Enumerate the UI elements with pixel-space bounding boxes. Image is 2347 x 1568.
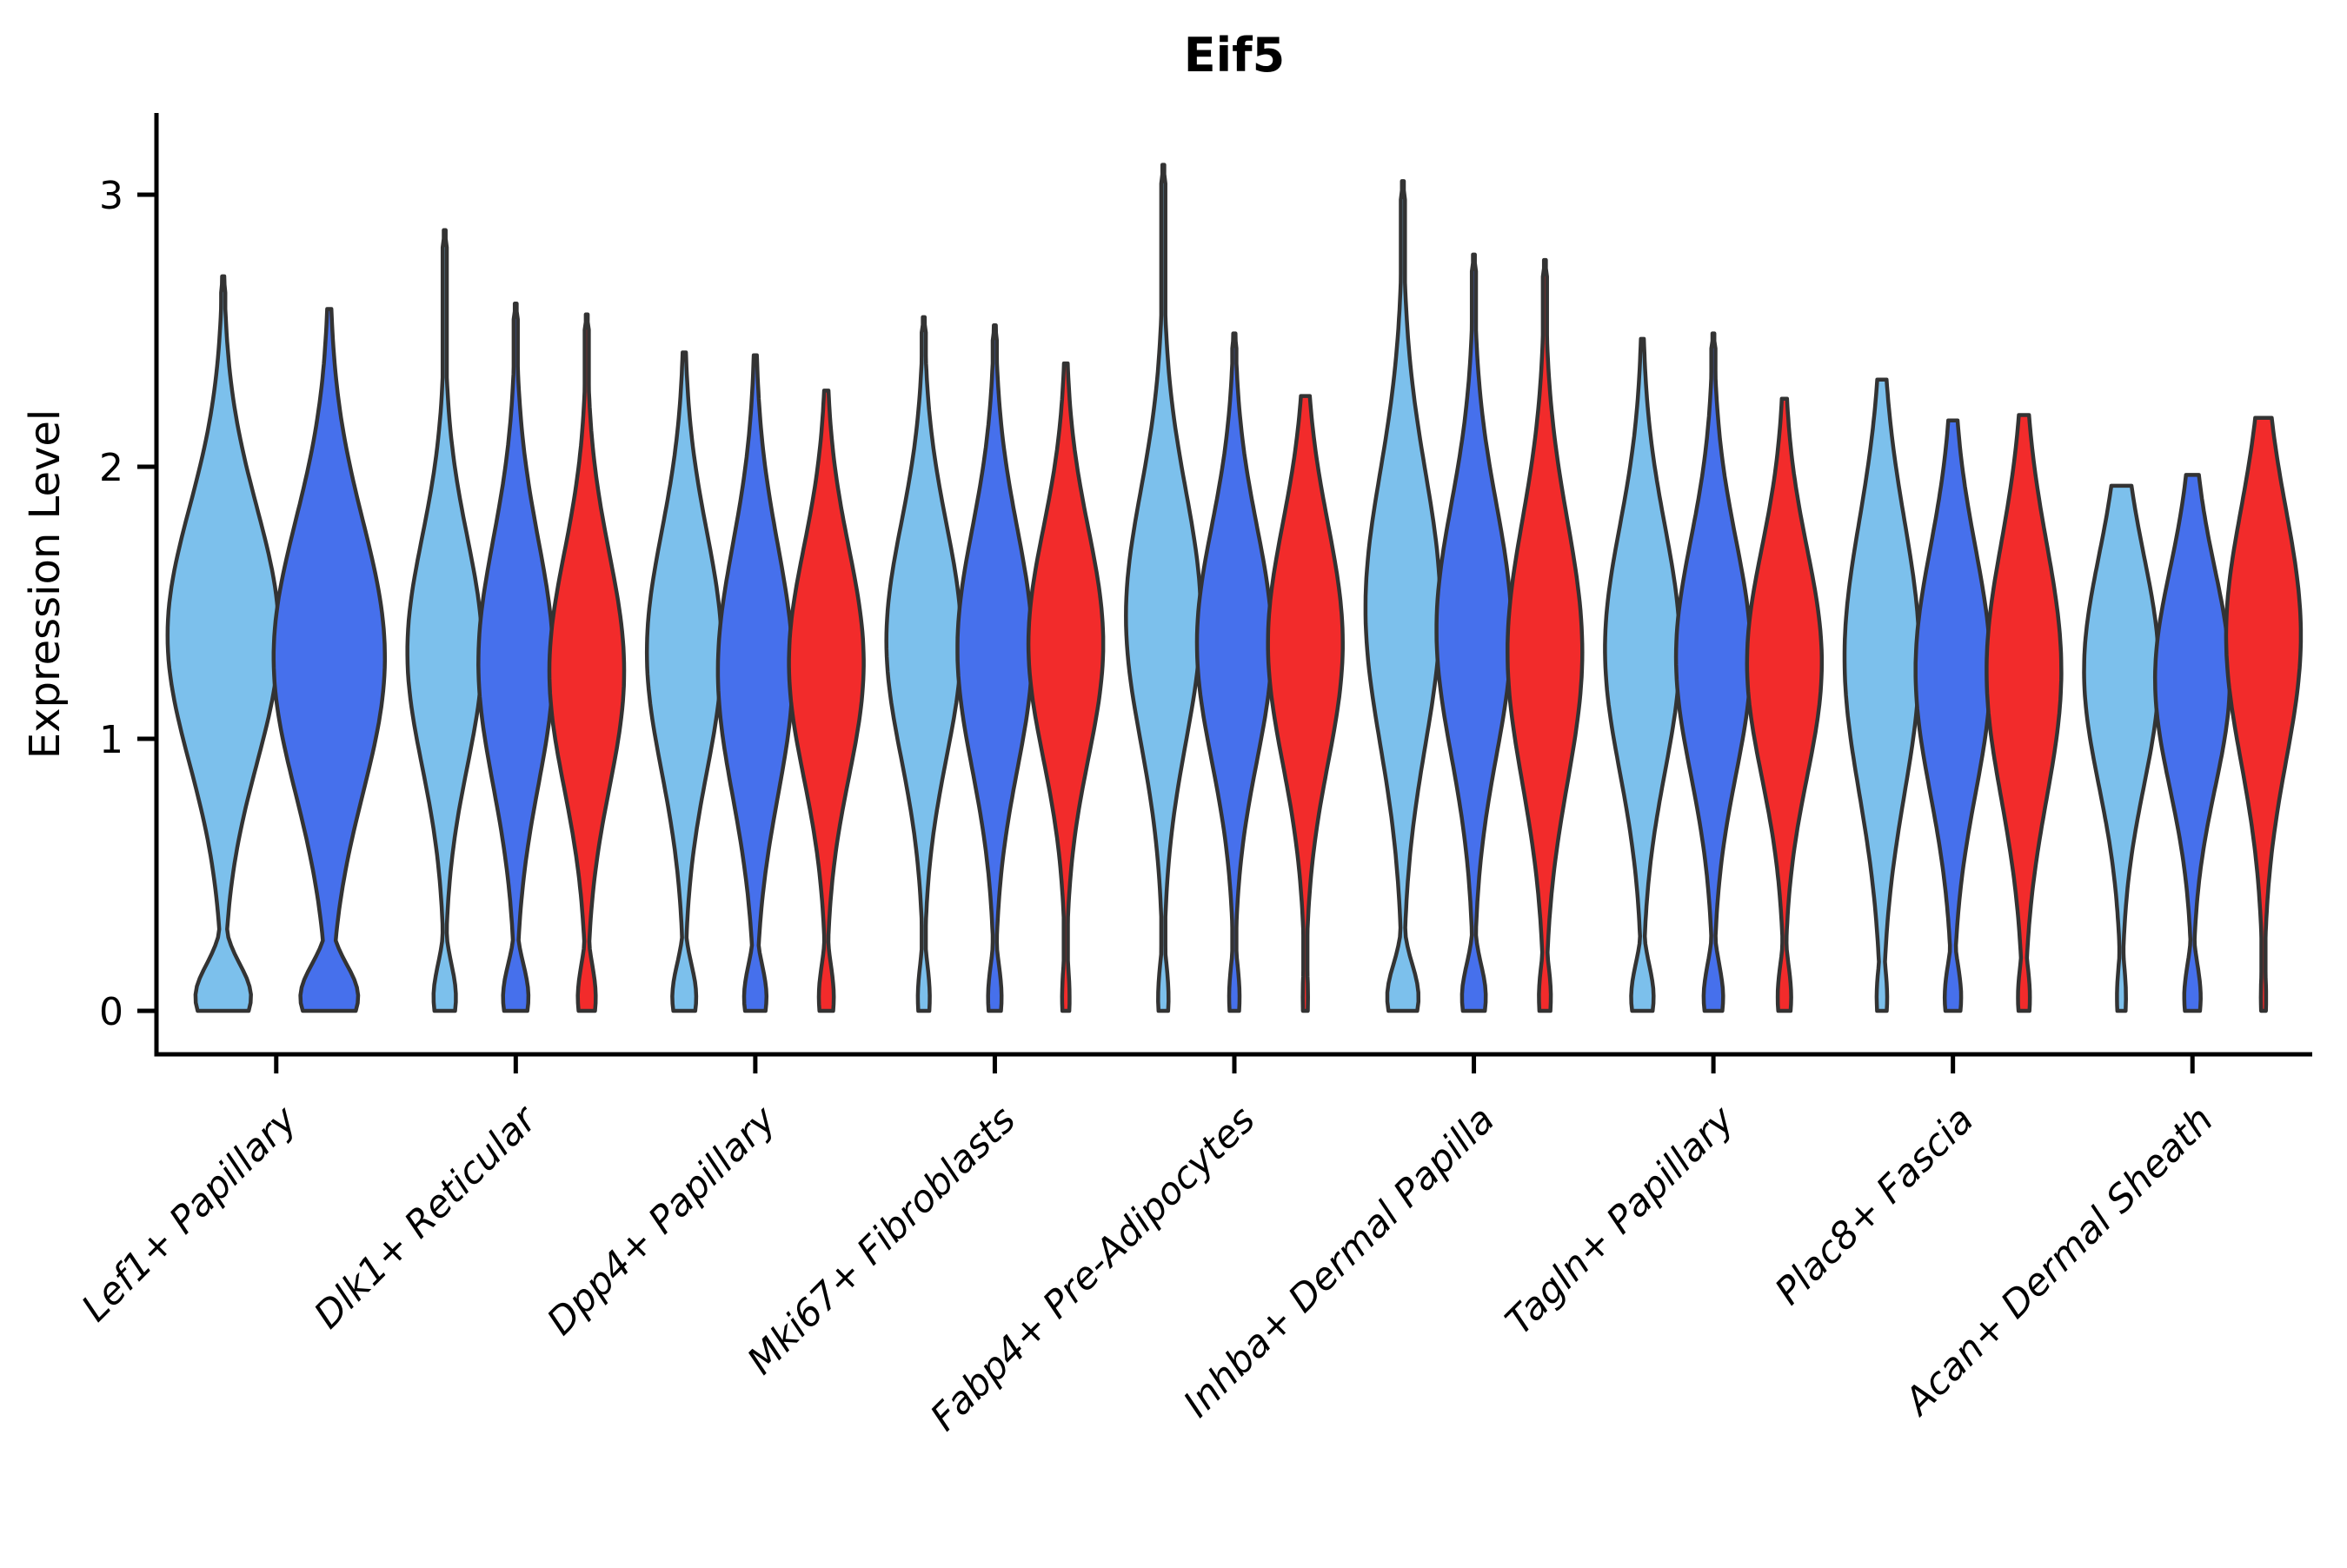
violin-red bbox=[2224, 415, 2304, 1013]
violin-light_blue bbox=[405, 228, 484, 1013]
violin-red bbox=[1266, 394, 1345, 1013]
violin-red bbox=[787, 389, 866, 1013]
violin-light_blue bbox=[1603, 336, 1682, 1013]
x-axis-category-label: Mki67+ Fibroblasts bbox=[739, 1098, 1024, 1383]
x-axis-category-label: Dpp4+ Papillary bbox=[539, 1098, 785, 1344]
violin-dark_blue bbox=[1673, 331, 1753, 1013]
x-axis-category-label: Tagln+ Papillary bbox=[1498, 1098, 1744, 1344]
x-axis-category-label: Dlk1+ Reticular bbox=[306, 1097, 547, 1338]
x-axis-category-label: Plac8+ Fascia bbox=[1767, 1098, 1983, 1313]
violin-light_blue bbox=[1124, 163, 1203, 1013]
y-tick-label: 2 bbox=[99, 446, 123, 490]
y-tick-label: 0 bbox=[99, 990, 123, 1034]
violin-light_blue bbox=[884, 315, 963, 1013]
violins-layer bbox=[165, 163, 2304, 1013]
violin-light_blue bbox=[1842, 377, 1922, 1013]
violin-light_blue bbox=[165, 274, 282, 1013]
violin-dark_blue bbox=[2152, 473, 2232, 1013]
violin-red bbox=[1026, 361, 1106, 1013]
violin-light_blue bbox=[1363, 179, 1443, 1013]
violin-red bbox=[1506, 257, 1585, 1013]
violin-dark_blue bbox=[715, 353, 795, 1013]
violin-dark_blue bbox=[1194, 331, 1274, 1013]
violin-dark_blue bbox=[1913, 418, 1992, 1013]
violin-light_blue bbox=[644, 350, 724, 1013]
y-tick-label: 1 bbox=[99, 718, 123, 762]
violin-dark_blue bbox=[955, 322, 1034, 1013]
violin-red bbox=[547, 312, 627, 1013]
violin-dark_blue bbox=[1434, 252, 1513, 1013]
violin-red bbox=[1745, 396, 1825, 1013]
x-axis-category-label: Lef1+ Papillary bbox=[74, 1098, 306, 1330]
axis-spines bbox=[154, 113, 2312, 1057]
violin-red bbox=[1985, 413, 2064, 1013]
violin-light_blue bbox=[2082, 483, 2161, 1013]
violin-dark_blue bbox=[271, 307, 388, 1013]
chart-title: Eif5 bbox=[1184, 28, 1285, 83]
y-tick-label: 3 bbox=[99, 174, 123, 218]
violin-dark_blue bbox=[476, 301, 555, 1013]
y-axis-label: Expression Level bbox=[21, 409, 70, 760]
